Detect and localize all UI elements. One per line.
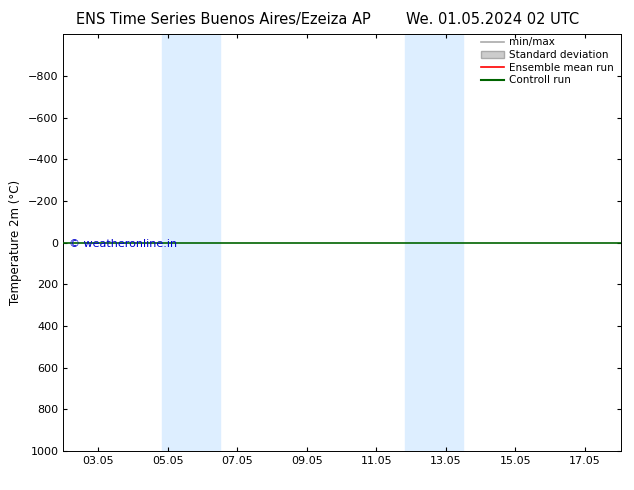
Bar [162,34,220,451]
Text: ENS Time Series Buenos Aires/Ezeiza AP: ENS Time Series Buenos Aires/Ezeiza AP [76,12,371,27]
Y-axis label: Temperature 2m (°C): Temperature 2m (°C) [10,180,22,305]
Legend: min/max, Standard deviation, Ensemble mean run, Controll run: min/max, Standard deviation, Ensemble me… [479,35,616,87]
Bar [405,34,463,451]
Text: We. 01.05.2024 02 UTC: We. 01.05.2024 02 UTC [406,12,579,27]
Text: © weatheronline.in: © weatheronline.in [69,239,177,249]
